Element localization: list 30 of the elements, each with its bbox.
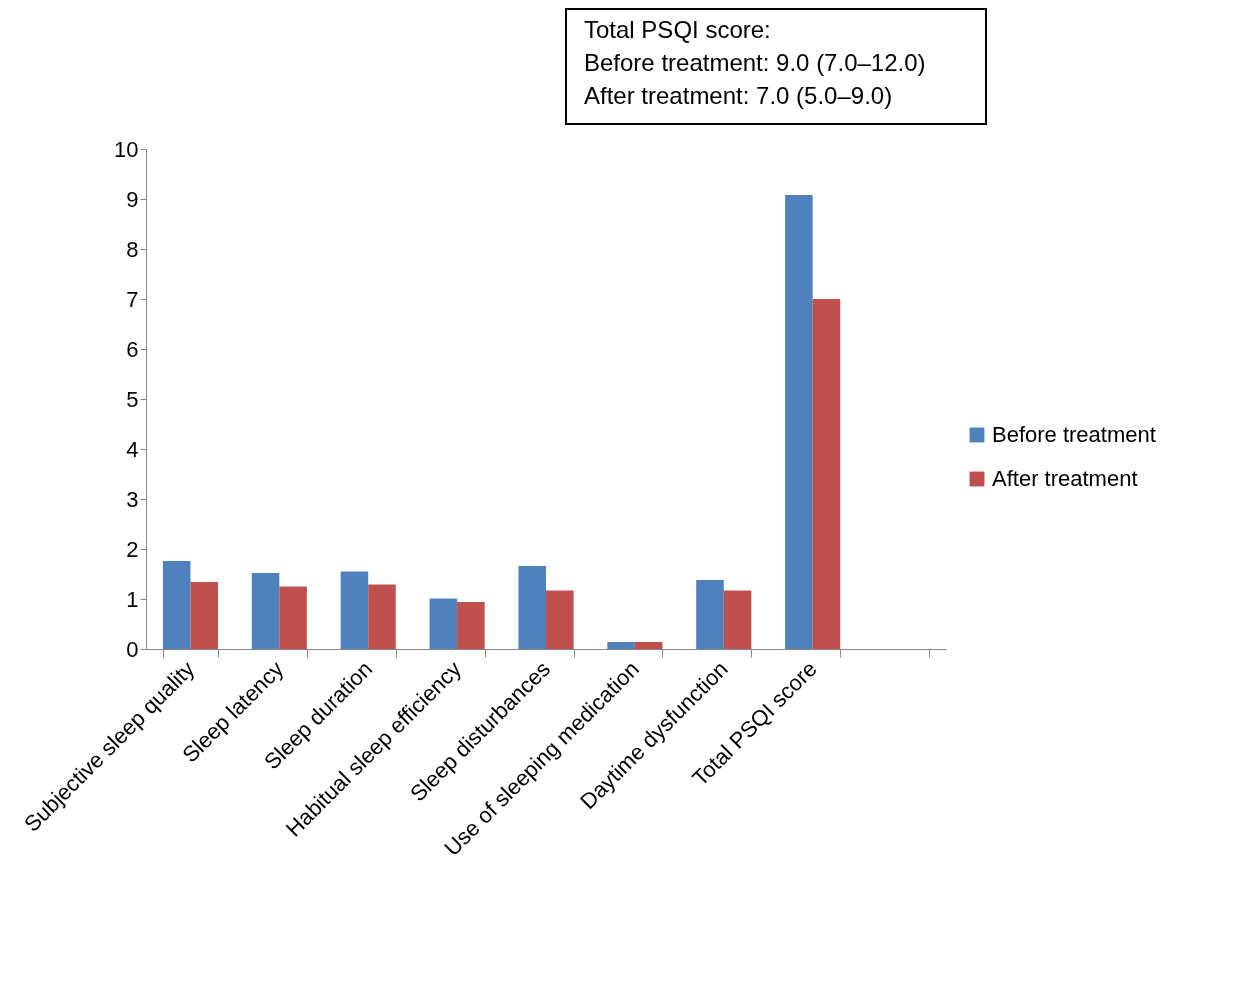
text: Total PSQI score: Before treatment: 9.0 (7.0–12.0) After treatment: 7.0 (5.0–9.0) (584, 16, 926, 109)
y-tick-label: 6 (126, 336, 139, 362)
bar (518, 566, 546, 649)
bar (279, 586, 307, 649)
y-tick-label: 5 (126, 386, 139, 412)
bar (607, 642, 635, 649)
y-tick-label: 4 (126, 436, 139, 462)
y-tick-label: 8 (126, 236, 139, 262)
y-tick-label: 10 (114, 136, 139, 162)
legend-label: Before treatment (992, 422, 1156, 447)
bar (723, 590, 752, 649)
bar (785, 195, 813, 649)
bar (368, 584, 396, 649)
bar (162, 561, 191, 649)
bar (812, 299, 841, 649)
bar (429, 598, 458, 649)
bar (634, 642, 663, 649)
y-tick-label: 2 (126, 536, 139, 562)
bar (340, 571, 369, 649)
legend-label: After treatment (992, 466, 1138, 491)
bar (546, 590, 574, 649)
y-tick-label: 3 (126, 486, 139, 512)
y-tick-label: 9 (126, 186, 139, 212)
y-tick-label: 1 (126, 586, 139, 612)
bar (251, 573, 280, 649)
bar (696, 580, 724, 649)
bar (190, 582, 218, 649)
y-tick-label: 7 (126, 286, 139, 312)
y-tick-label: 0 (126, 636, 139, 662)
bar (457, 602, 485, 649)
